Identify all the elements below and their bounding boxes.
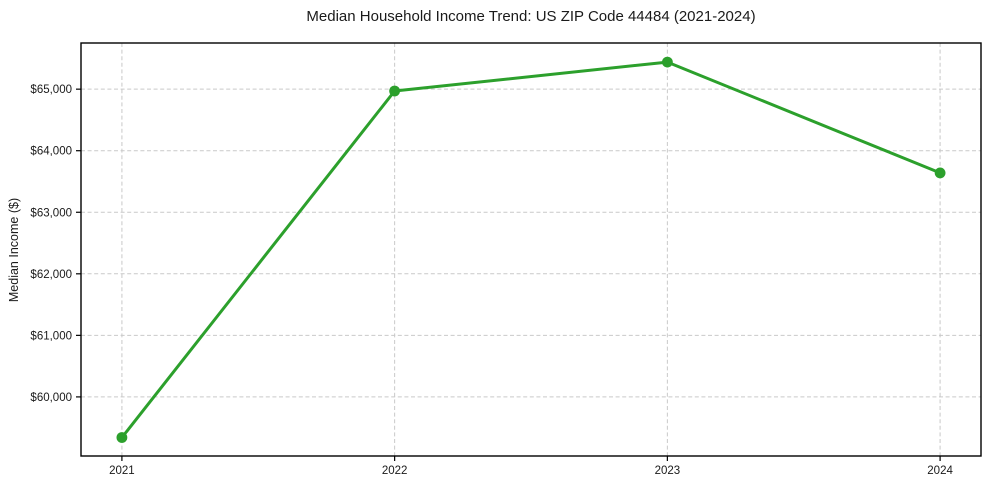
x-tick-label: 2022: [382, 465, 408, 477]
x-tick-label: 2021: [109, 465, 135, 477]
axes-box: [80, 42, 982, 457]
y-tick-label: $62,000: [30, 269, 72, 281]
y-tick-label: $65,000: [30, 84, 72, 96]
data-point-marker: [662, 56, 673, 68]
chart-title: Median Household Income Trend: US ZIP Co…: [306, 8, 756, 25]
line-series: [120, 60, 942, 439]
y-tick-label: $63,000: [30, 207, 72, 219]
y-tick-label: $60,000: [30, 392, 72, 404]
data-point-marker: [934, 167, 946, 179]
y-axis-label: Median Income ($): [7, 197, 21, 303]
y-tick-label: $61,000: [30, 330, 72, 342]
data-point-marker: [116, 432, 128, 443]
data-point-marker: [389, 85, 400, 97]
y-tick-label: $64,000: [30, 146, 72, 158]
x-tick-label: 2023: [655, 465, 681, 477]
x-tick-label: 2024: [927, 465, 953, 477]
